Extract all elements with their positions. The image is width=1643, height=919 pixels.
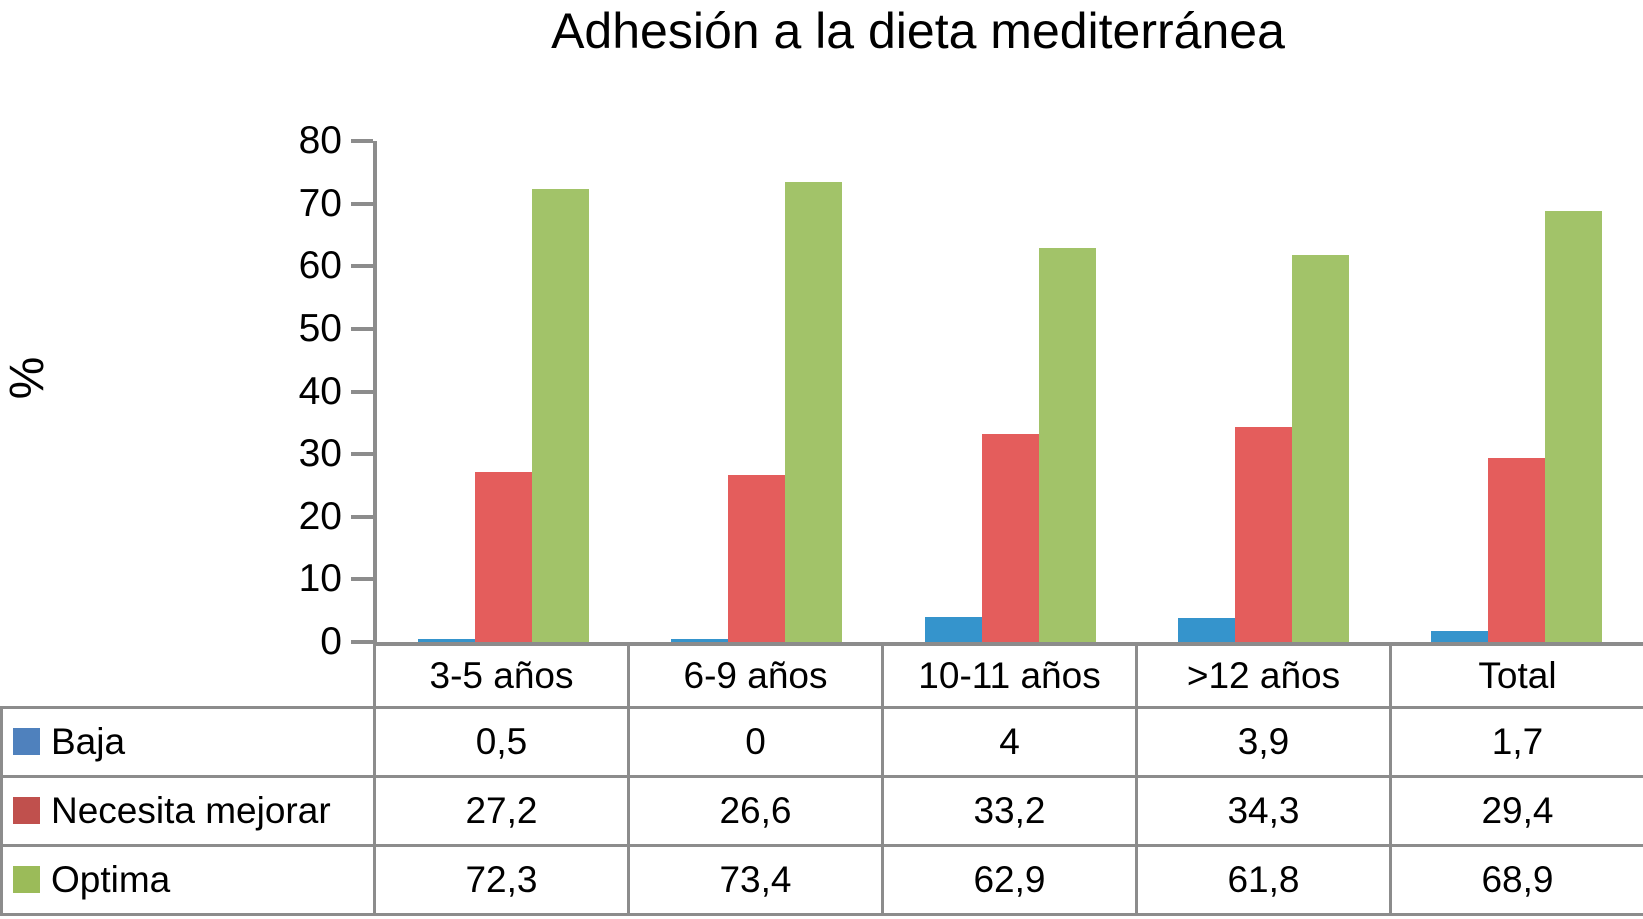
table-row: Baja 0,5 0 4 3,9 1,7 (0, 706, 1643, 778)
value-cell: 3,9 (1135, 706, 1392, 778)
value-cell: 61,8 (1135, 844, 1392, 916)
y-tick-label: 60 (298, 244, 342, 288)
legend-swatch-icon (13, 796, 40, 824)
bar-optima (532, 189, 590, 642)
value-cell: 73,4 (627, 844, 884, 916)
legend-cell: Baja (0, 706, 376, 778)
value-cell: 1,7 (1389, 706, 1643, 778)
value-cell: 0 (627, 706, 884, 778)
bar-necesita-mejorar (728, 475, 786, 642)
value-cell: 33,2 (881, 775, 1138, 847)
y-tick-label: 50 (298, 306, 342, 350)
value-cell: 0,5 (373, 706, 630, 778)
bar-baja (1177, 617, 1235, 642)
y-tick-label: 30 (298, 432, 342, 476)
table-header-row: 3-5 años 6-9 años 10-11 años >12 años Total (1, 646, 1643, 709)
y-tick (351, 139, 373, 143)
category-header: 6-9 años (627, 646, 884, 709)
chart-title: Adhesión a la dieta mediterránea (551, 3, 1285, 59)
value-cell: 29,4 (1389, 775, 1643, 847)
bar-optima (1544, 210, 1602, 642)
bar-necesita-mejorar (981, 434, 1039, 642)
category-header: >12 años (1135, 646, 1392, 709)
legend-swatch-icon (13, 727, 40, 755)
y-tick-label: 70 (298, 181, 342, 225)
bar-necesita-mejorar (1487, 457, 1545, 642)
value-cell: 68,9 (1389, 844, 1643, 916)
bar-necesita-mejorar (1234, 427, 1292, 642)
table-row: Optima 72,3 73,4 62,9 61,8 68,9 (0, 844, 1643, 916)
y-axis-label: % (1, 356, 54, 400)
y-tick-label: 80 (298, 119, 342, 162)
table-row: Necesita mejorar 27,2 26,6 33,2 34,3 29,4 (0, 775, 1643, 847)
value-cell: 62,9 (881, 844, 1138, 916)
series-label: Necesita mejorar (51, 790, 331, 831)
legend-cell: Necesita mejorar (0, 775, 376, 847)
bar-optima (1291, 254, 1349, 642)
value-cell: 27,2 (373, 775, 630, 847)
bar-baja (671, 639, 729, 642)
value-cell: 26,6 (627, 775, 884, 847)
data-table: 3-5 años 6-9 años 10-11 años >12 años Total B… (0, 646, 1643, 916)
bar-baja (1430, 631, 1488, 642)
y-tick (351, 201, 373, 206)
y-tick (351, 389, 373, 394)
legend-cell: Optima (0, 844, 376, 916)
legend-swatch-icon (13, 865, 40, 893)
category-header: 10-11 años (881, 646, 1138, 709)
bar-necesita-mejorar (475, 471, 533, 642)
y-tick (351, 514, 373, 519)
plot-area: 80 70 60 50 40 30 20 10 0 (299, 119, 1643, 663)
series-label: Optima (51, 859, 171, 900)
y-tick-label: 20 (298, 494, 342, 538)
bar-baja (924, 616, 982, 642)
y-tick (351, 326, 373, 331)
value-cell: 72,3 (373, 844, 630, 916)
bar-optima (1038, 248, 1096, 642)
y-tick-label: 40 (298, 369, 342, 413)
y-tick (351, 577, 373, 582)
y-tick (351, 640, 373, 644)
series-label: Baja (51, 721, 126, 762)
y-tick-label: 10 (298, 557, 342, 601)
bar-optima (785, 182, 843, 642)
category-header: 3-5 años (373, 646, 630, 709)
value-cell: 4 (881, 706, 1138, 778)
y-tick (351, 264, 373, 269)
y-tick (351, 452, 373, 457)
table-corner-cell (1, 646, 376, 709)
category-header: Total (1389, 646, 1643, 709)
bar-baja (418, 638, 476, 642)
value-cell: 34,3 (1135, 775, 1392, 847)
